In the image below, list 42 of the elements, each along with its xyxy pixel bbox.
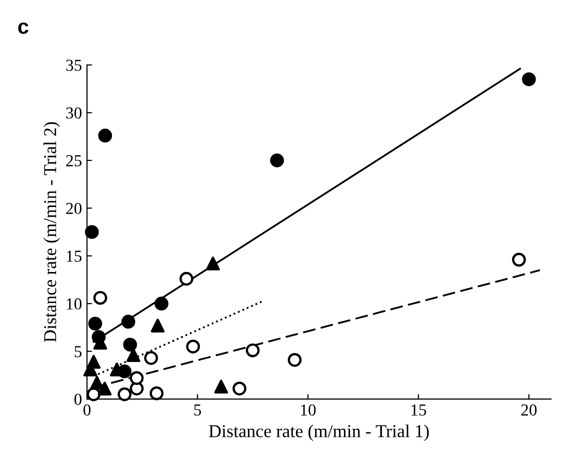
point — [98, 382, 112, 396]
point — [270, 153, 284, 168]
x-tick-label: 5 — [194, 404, 201, 416]
point — [88, 316, 102, 331]
point — [144, 351, 158, 365]
y-tick-label: 25 — [66, 155, 82, 166]
x-axis-title: Distance rate (m/min - Trial 1) — [208, 424, 429, 441]
x-tick-label: 10 — [301, 404, 316, 416]
y-tick-label: 10 — [66, 298, 82, 310]
point — [154, 296, 168, 311]
y-tick-label: 5 — [74, 346, 82, 358]
y-axis-title: Distance rate (m/min - Trial 2) — [44, 122, 60, 342]
y-tick-label: 15 — [66, 250, 82, 262]
point — [232, 382, 246, 396]
text: c — [18, 22, 28, 34]
x-tick-label: 20 — [521, 404, 537, 416]
point — [150, 318, 165, 332]
point — [214, 380, 228, 394]
point — [126, 348, 140, 362]
point — [84, 225, 99, 239]
point — [288, 352, 302, 367]
point — [246, 343, 260, 358]
point — [123, 338, 138, 352]
x-tick-label: 15 — [412, 404, 426, 416]
point — [118, 387, 132, 402]
y-tick-label: 20 — [66, 202, 82, 214]
point — [98, 128, 112, 143]
point — [206, 256, 220, 270]
x-tick-label: 0 — [83, 404, 91, 416]
point — [130, 371, 144, 385]
point — [93, 290, 108, 305]
point — [90, 376, 104, 390]
y-tick-label: 0 — [74, 394, 82, 405]
point — [180, 272, 194, 286]
point — [86, 387, 101, 402]
point — [512, 252, 526, 267]
y-tick-label: 35 — [66, 60, 82, 71]
point — [522, 72, 536, 86]
point — [121, 314, 136, 329]
point — [150, 386, 164, 400]
y-tick-label: 30 — [66, 107, 82, 119]
point — [186, 340, 200, 354]
